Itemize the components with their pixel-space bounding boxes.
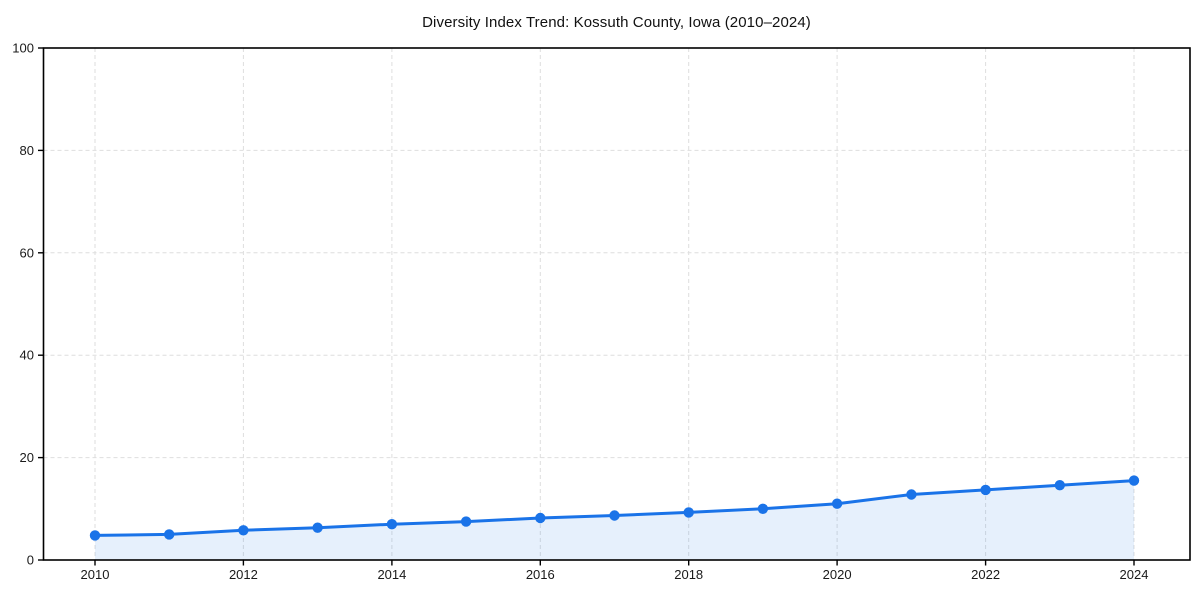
x-tick-label: 2010 <box>81 567 110 582</box>
gridlines <box>43 48 1190 560</box>
y-tick-label: 0 <box>27 553 34 568</box>
y-tick-label: 80 <box>20 143 34 158</box>
data-point <box>238 525 249 536</box>
plot-border <box>42 47 1191 561</box>
x-tick-label: 2012 <box>229 567 258 582</box>
y-tick-label: 40 <box>20 348 34 363</box>
x-tick-label: 2018 <box>674 567 703 582</box>
data-point <box>535 512 546 524</box>
chart-title: Diversity Index Trend: Kossuth County, I… <box>422 14 811 31</box>
x-axis-labels: 2010 2012 2014 2016 2018 2020 2022 2024 <box>81 567 1149 582</box>
data-point <box>683 507 694 518</box>
y-axis-labels: 0 20 40 60 80 100 <box>12 41 34 568</box>
x-tick-label: 2022 <box>971 567 1000 582</box>
data-point <box>386 519 398 530</box>
y-tick-label: 20 <box>20 450 34 465</box>
x-tick-label: 2020 <box>823 567 852 582</box>
data-point <box>757 503 769 514</box>
data-point <box>831 498 843 509</box>
y-tick-label: 60 <box>20 245 34 260</box>
data-point <box>1054 480 1066 491</box>
data-points <box>89 475 1140 541</box>
data-point <box>906 489 917 500</box>
x-tick-label: 2014 <box>377 567 406 582</box>
axis-ticks <box>38 47 1135 566</box>
data-point <box>89 530 101 541</box>
data-point <box>609 510 620 521</box>
data-point <box>1128 475 1140 486</box>
y-tick-label: 100 <box>12 41 34 56</box>
data-point <box>312 522 323 533</box>
data-point <box>980 484 991 496</box>
x-tick-label: 2024 <box>1120 567 1149 582</box>
x-tick-label: 2016 <box>526 567 555 582</box>
data-point <box>164 529 175 540</box>
data-point <box>460 516 472 527</box>
